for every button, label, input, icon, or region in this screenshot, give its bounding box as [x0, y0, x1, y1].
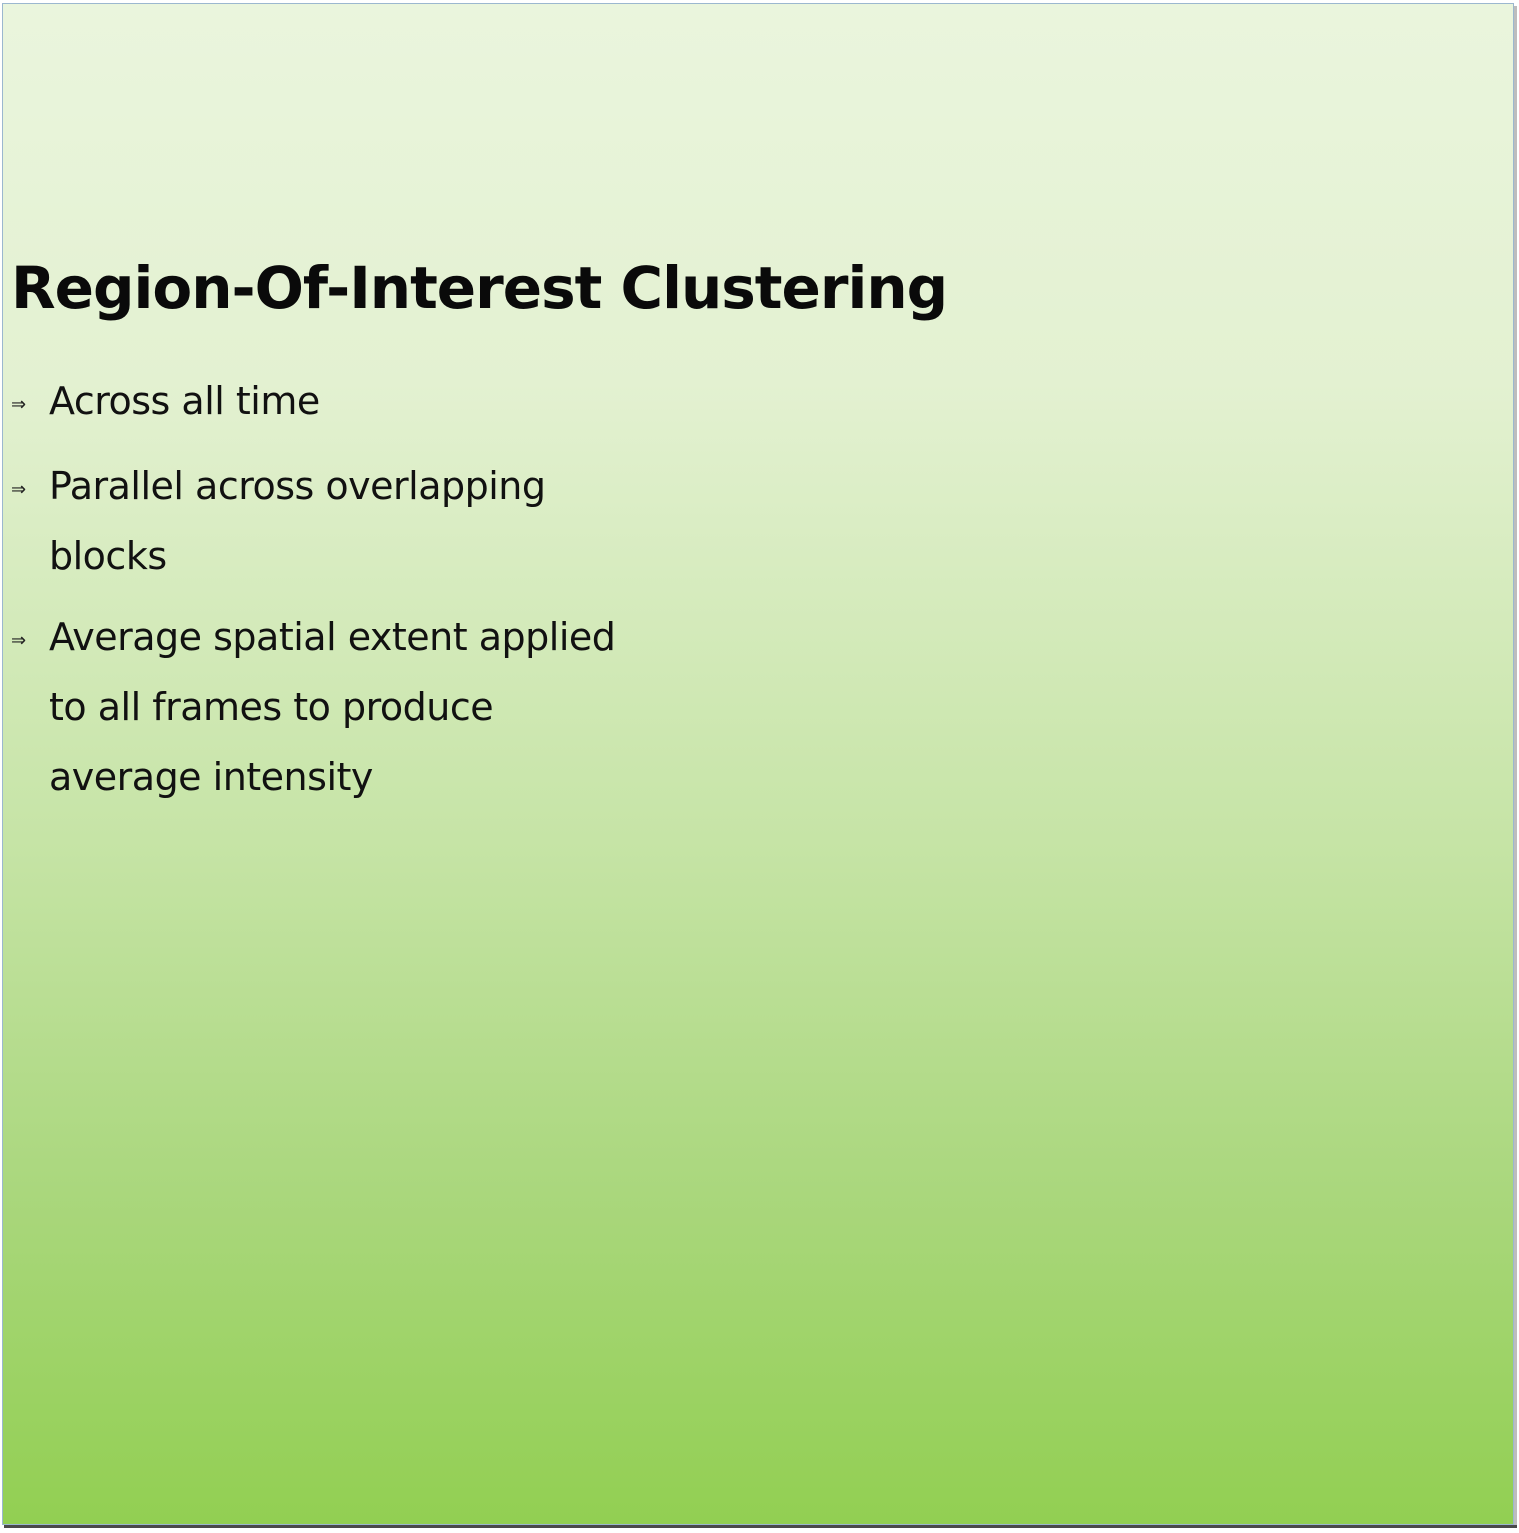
- slide-shadow: [4, 1525, 1517, 1528]
- bullet-text: Parallel across overlapping blocks: [49, 464, 546, 578]
- bullet-item: ⇒ Across all time: [11, 366, 651, 440]
- slide-shadow: [1514, 6, 1517, 1528]
- bullet-item: ⇒ Average spatial extent applied to all …: [11, 602, 651, 812]
- slide-title: Region-Of-Interest Clustering: [11, 254, 948, 322]
- bullet-text: Across all time: [49, 379, 320, 423]
- arrow-icon: ⇒: [11, 479, 27, 500]
- bullet-list: ⇒ Across all time ⇒ Parallel across over…: [11, 366, 651, 823]
- bullet-text: Average spatial extent applied to all fr…: [49, 615, 616, 799]
- slide: Region-Of-Interest Clustering ⇒ Across a…: [2, 3, 1514, 1525]
- arrow-icon: ⇒: [11, 630, 27, 651]
- bullet-item: ⇒ Parallel across overlapping blocks: [11, 451, 651, 591]
- arrow-icon: ⇒: [11, 394, 27, 415]
